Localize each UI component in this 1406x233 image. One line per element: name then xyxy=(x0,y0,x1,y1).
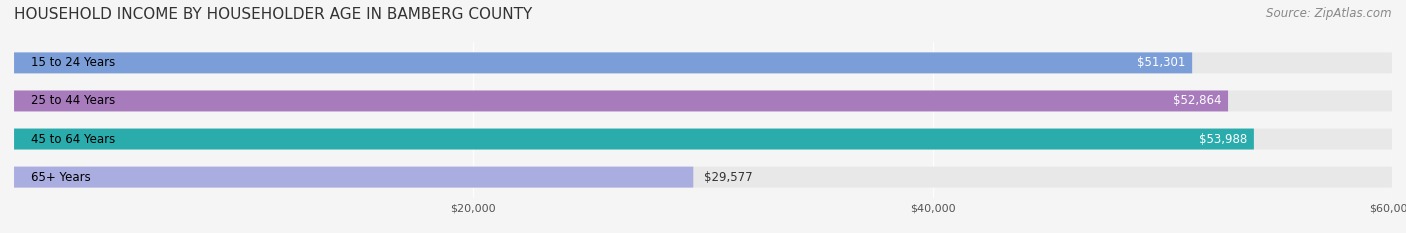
FancyBboxPatch shape xyxy=(14,167,693,188)
Text: $52,864: $52,864 xyxy=(1173,94,1222,107)
FancyBboxPatch shape xyxy=(14,52,1392,73)
FancyBboxPatch shape xyxy=(14,167,1392,188)
Text: 15 to 24 Years: 15 to 24 Years xyxy=(31,56,115,69)
Text: $53,988: $53,988 xyxy=(1199,133,1247,146)
FancyBboxPatch shape xyxy=(14,129,1392,150)
Text: 65+ Years: 65+ Years xyxy=(31,171,90,184)
Text: HOUSEHOLD INCOME BY HOUSEHOLDER AGE IN BAMBERG COUNTY: HOUSEHOLD INCOME BY HOUSEHOLDER AGE IN B… xyxy=(14,7,533,22)
Text: Source: ZipAtlas.com: Source: ZipAtlas.com xyxy=(1267,7,1392,20)
Text: 25 to 44 Years: 25 to 44 Years xyxy=(31,94,115,107)
Text: $51,301: $51,301 xyxy=(1137,56,1185,69)
FancyBboxPatch shape xyxy=(14,129,1254,150)
FancyBboxPatch shape xyxy=(14,90,1227,111)
Text: $29,577: $29,577 xyxy=(704,171,754,184)
FancyBboxPatch shape xyxy=(14,90,1392,111)
Text: 45 to 64 Years: 45 to 64 Years xyxy=(31,133,115,146)
FancyBboxPatch shape xyxy=(14,52,1192,73)
